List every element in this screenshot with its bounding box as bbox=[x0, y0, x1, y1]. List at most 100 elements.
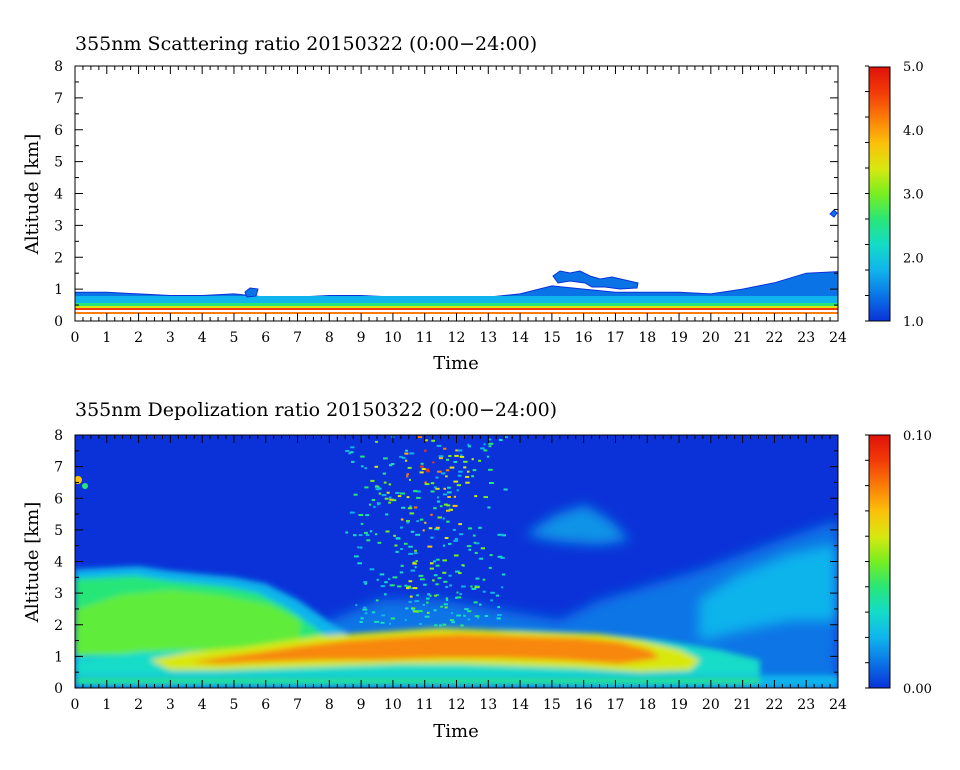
speckle-mark bbox=[404, 452, 409, 455]
x-tick-label: 7 bbox=[293, 697, 302, 713]
speckle-mark bbox=[407, 587, 412, 590]
y-tick-label: 2 bbox=[54, 250, 63, 266]
y-tick-label: 8 bbox=[54, 59, 63, 75]
speckle-mark bbox=[429, 567, 434, 570]
speckle-mark bbox=[391, 499, 397, 502]
speckle-mark bbox=[360, 617, 364, 620]
speckle-mark bbox=[357, 562, 362, 565]
speckle-mark bbox=[488, 442, 494, 445]
speckle-mark bbox=[463, 460, 468, 463]
speckle-mark bbox=[443, 447, 447, 450]
speckle-mark bbox=[500, 533, 504, 536]
speckle-mark bbox=[478, 459, 482, 462]
speckle-mark bbox=[415, 533, 421, 536]
speckle-mark bbox=[389, 622, 391, 625]
speckle-mark bbox=[399, 455, 403, 458]
x-tick-label: 14 bbox=[511, 697, 529, 713]
speckle-mark bbox=[413, 490, 418, 493]
x-tick-label: 21 bbox=[734, 697, 752, 713]
speckle-mark bbox=[430, 490, 435, 493]
x-tick-label: 23 bbox=[797, 330, 815, 346]
speckle-mark bbox=[448, 574, 452, 577]
speckle-mark bbox=[395, 492, 400, 494]
speckle-mark bbox=[482, 590, 486, 593]
speckle-mark bbox=[401, 456, 406, 459]
speckle-mark bbox=[371, 611, 376, 614]
speckle-mark bbox=[441, 472, 446, 475]
speckle-mark bbox=[453, 539, 458, 542]
speckle-mark bbox=[480, 447, 485, 450]
speckle-mark bbox=[363, 581, 368, 583]
x-tick-label: 18 bbox=[638, 330, 656, 346]
speckle-mark bbox=[408, 600, 412, 603]
speckle-mark bbox=[444, 537, 449, 539]
speckle-mark bbox=[424, 481, 427, 484]
y-tick-label: 6 bbox=[54, 491, 63, 507]
x-tick-label: 5 bbox=[229, 330, 238, 346]
speckle-mark bbox=[450, 612, 453, 615]
speckle-mark bbox=[374, 620, 380, 623]
speckle-mark bbox=[368, 503, 372, 506]
speckle-mark bbox=[475, 577, 480, 580]
speckle-mark bbox=[464, 608, 469, 611]
speckle-mark bbox=[467, 443, 470, 446]
speckle-mark bbox=[375, 599, 379, 602]
speckle-mark bbox=[424, 449, 427, 452]
speckle-mark bbox=[349, 451, 354, 454]
x-tick-label: 13 bbox=[479, 330, 497, 346]
speckle-mark bbox=[361, 465, 364, 468]
speckle-mark bbox=[466, 545, 472, 548]
speckle-mark bbox=[427, 593, 431, 596]
speckle-mark bbox=[433, 507, 437, 510]
speckle-mark bbox=[412, 608, 415, 611]
speckle-mark bbox=[449, 619, 455, 622]
speckle-mark bbox=[442, 517, 445, 520]
speckle-mark bbox=[445, 475, 448, 478]
speckle-mark bbox=[448, 508, 452, 511]
speckle-mark bbox=[406, 496, 410, 499]
speckle-mark bbox=[489, 482, 494, 484]
x-tick-label: 6 bbox=[261, 330, 270, 346]
speckle-mark bbox=[400, 548, 403, 550]
speckle-mark bbox=[437, 496, 440, 499]
speckle-mark bbox=[345, 450, 350, 452]
speckle-mark bbox=[463, 614, 466, 617]
y-tick-label: 4 bbox=[54, 555, 63, 571]
speckle-mark bbox=[426, 611, 430, 614]
speckle-mark bbox=[453, 554, 459, 557]
speckle-mark bbox=[501, 586, 504, 589]
speckle-mark bbox=[355, 604, 358, 607]
speckle-mark bbox=[488, 445, 492, 448]
x-axis-label: Time bbox=[433, 353, 478, 374]
speckle-mark bbox=[456, 614, 461, 617]
speckle-mark bbox=[401, 506, 406, 509]
speckle-mark bbox=[483, 449, 488, 452]
x-tick-label: 23 bbox=[797, 697, 815, 713]
speckle-mark bbox=[442, 623, 447, 626]
speckle-mark bbox=[393, 534, 396, 537]
speckle-mark bbox=[460, 624, 464, 627]
speckle-mark bbox=[379, 573, 385, 576]
speckle-mark bbox=[406, 475, 409, 478]
x-tick-label: 9 bbox=[357, 330, 366, 346]
speckle-mark bbox=[370, 479, 375, 482]
speckle-mark bbox=[468, 548, 471, 551]
speckle-mark bbox=[443, 503, 449, 506]
speckle-mark bbox=[473, 601, 478, 604]
speckle-mark bbox=[426, 470, 430, 473]
scattering-ratio-panel: 355nm Scattering ratio 20150322 (0:00−24… bbox=[22, 33, 924, 374]
speckle-mark bbox=[363, 606, 367, 609]
y-tick-label: 5 bbox=[54, 155, 63, 171]
speckle-mark bbox=[484, 615, 489, 617]
speckle-mark bbox=[436, 444, 442, 447]
y-tick-label: 7 bbox=[54, 91, 63, 107]
speckle-mark bbox=[407, 507, 413, 510]
speckle-mark bbox=[369, 568, 375, 571]
speckle-mark bbox=[405, 607, 409, 610]
x-tick-label: 15 bbox=[543, 697, 561, 713]
speckle-mark bbox=[442, 544, 446, 547]
x-tick-label: 2 bbox=[134, 330, 143, 346]
elevated-cloud bbox=[552, 270, 639, 290]
speckle-mark bbox=[466, 470, 470, 473]
speckle-mark bbox=[365, 534, 370, 536]
